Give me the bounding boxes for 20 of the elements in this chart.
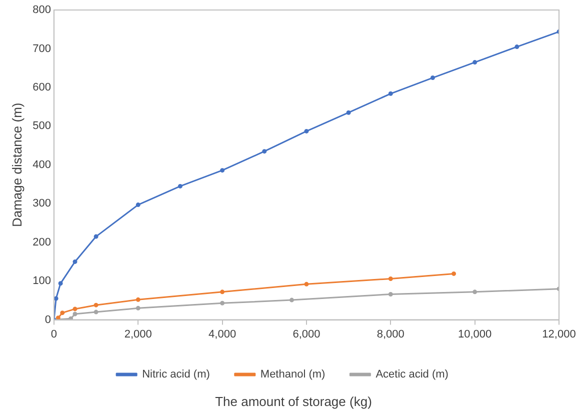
legend-label: Acetic acid (m) — [376, 368, 448, 381]
x-tick-label: 6,000 — [292, 328, 320, 340]
x-tick-label: 4,000 — [208, 328, 236, 340]
y-tick-label: 300 — [32, 198, 51, 210]
y-tick-label: 500 — [32, 120, 51, 132]
y-tick-label: 600 — [32, 81, 51, 94]
x-tick-label: 10,000 — [458, 328, 492, 340]
x-axis-title: The amount of storage (kg) — [214, 394, 373, 409]
legend-label: Methanol (m) — [260, 368, 326, 381]
x-tick-label: 8,000 — [376, 328, 404, 340]
x-tick-label: 2,000 — [124, 328, 152, 340]
y-tick-label: 0 — [44, 314, 51, 326]
y-tick-label: 100 — [32, 275, 51, 288]
y-tick-label: 400 — [32, 158, 51, 171]
x-tick-label: 12,000 — [542, 328, 576, 340]
legend-label: Nitric acid (m) — [142, 368, 210, 381]
y-tick-label: 700 — [32, 42, 51, 55]
y-tick-label: 800 — [32, 4, 51, 16]
y-axis-title: Damage distance (m) — [9, 102, 24, 228]
y-tick-label: 200 — [32, 236, 51, 248]
